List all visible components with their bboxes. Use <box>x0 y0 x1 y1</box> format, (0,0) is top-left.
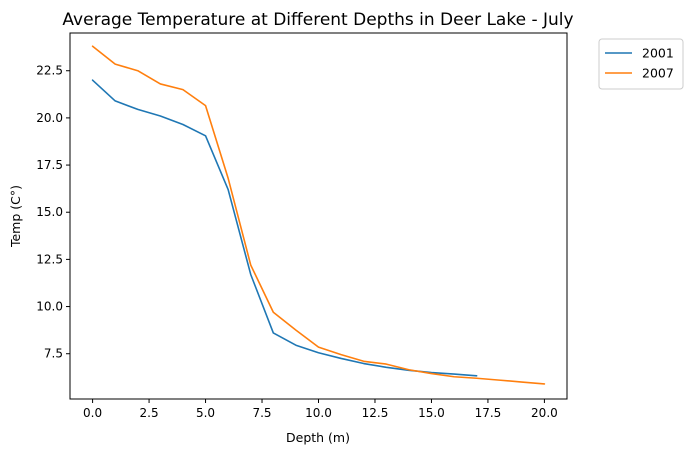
chart-title: Average Temperature at Different Depths … <box>62 10 573 30</box>
y-axis: 7.5 10.0 12.5 15.0 17.5 20.0 22.5 <box>36 64 70 361</box>
plot-area <box>69 32 568 400</box>
series-lines <box>91 45 546 385</box>
x-tick-label: 17.5 <box>475 406 502 420</box>
x-tick-label: 5.0 <box>196 406 215 420</box>
y-tick-label: 7.5 <box>44 347 63 361</box>
x-tick-label: 20.0 <box>531 406 558 420</box>
x-axis: 0.0 2.5 5.0 7.5 10.0 12.5 15.0 17.5 20.0 <box>83 399 558 420</box>
y-axis-label: Temp (C°) <box>8 185 23 248</box>
y-tick-label: 20.0 <box>36 111 63 125</box>
x-tick-label: 2.5 <box>140 406 159 420</box>
x-axis-label: Depth (m) <box>286 430 350 445</box>
series-line-2001 <box>91 79 478 377</box>
x-tick-label: 0.0 <box>83 406 102 420</box>
y-tick-label: 15.0 <box>36 205 63 219</box>
x-tick-label: 10.0 <box>305 406 332 420</box>
legend-box <box>598 38 684 90</box>
x-tick-label: 15.0 <box>418 406 445 420</box>
y-tick-label: 12.5 <box>36 252 63 266</box>
y-tick-label: 17.5 <box>36 158 63 172</box>
legend: 2001 2007 <box>598 38 684 90</box>
y-tick-label: 10.0 <box>36 300 63 314</box>
y-tick-label: 22.5 <box>36 64 63 78</box>
x-tick-label: 12.5 <box>362 406 389 420</box>
legend-label: 2001 <box>642 46 674 61</box>
legend-label: 2007 <box>642 66 674 81</box>
series-line-2007 <box>91 45 546 385</box>
x-tick-label: 7.5 <box>252 406 271 420</box>
